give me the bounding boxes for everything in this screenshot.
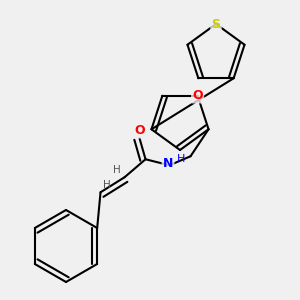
Text: H: H: [177, 154, 186, 164]
Text: O: O: [192, 89, 203, 102]
Text: N: N: [163, 157, 173, 170]
Text: S: S: [212, 17, 220, 31]
Text: H: H: [113, 165, 121, 175]
Text: H: H: [103, 180, 110, 190]
Text: O: O: [134, 124, 145, 137]
